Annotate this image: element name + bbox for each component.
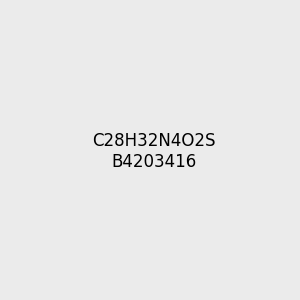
Text: C28H32N4O2S
B4203416: C28H32N4O2S B4203416 xyxy=(92,132,215,171)
